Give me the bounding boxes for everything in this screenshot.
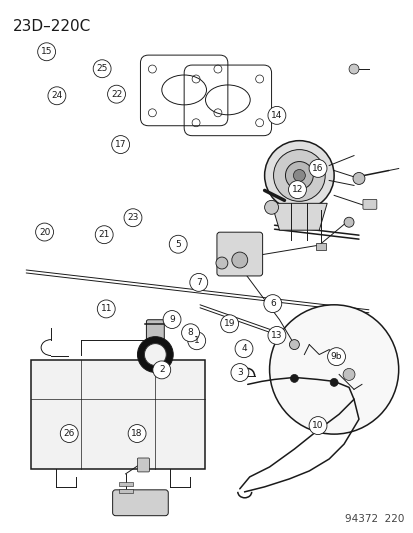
Text: 5: 5 [175,240,180,249]
Circle shape [181,324,199,342]
Circle shape [293,169,305,181]
Circle shape [343,217,353,227]
Text: 23D–220C: 23D–220C [13,19,91,34]
Circle shape [231,252,247,268]
FancyBboxPatch shape [118,482,132,486]
Text: 3: 3 [237,368,242,377]
Circle shape [309,417,326,434]
Text: 15: 15 [41,47,52,56]
Text: 25: 25 [96,64,107,73]
Circle shape [264,200,278,214]
Circle shape [48,87,66,104]
Circle shape [220,315,238,333]
Circle shape [230,364,248,382]
Circle shape [285,161,313,189]
Circle shape [95,226,113,244]
Circle shape [235,340,252,358]
FancyBboxPatch shape [362,199,376,209]
Circle shape [97,300,115,318]
Text: 21: 21 [98,230,109,239]
Text: 17: 17 [115,140,126,149]
Text: 24: 24 [51,91,62,100]
Circle shape [36,223,53,241]
Circle shape [190,273,207,292]
Text: 20: 20 [39,228,50,237]
FancyBboxPatch shape [316,243,325,250]
Text: 9: 9 [169,315,175,324]
Circle shape [107,85,125,103]
Text: 13: 13 [271,331,282,340]
Circle shape [289,340,299,350]
Circle shape [348,64,358,74]
Circle shape [169,235,187,253]
Text: 1: 1 [193,336,199,345]
FancyBboxPatch shape [137,458,149,472]
Circle shape [352,173,364,184]
Text: 22: 22 [111,90,122,99]
Circle shape [38,43,55,61]
FancyBboxPatch shape [31,360,204,469]
Circle shape [152,361,170,379]
Text: 6: 6 [269,299,275,308]
Text: 10: 10 [311,421,323,430]
Circle shape [263,295,281,312]
Circle shape [144,344,166,366]
Text: 8: 8 [187,328,193,337]
FancyBboxPatch shape [112,490,168,516]
Circle shape [309,159,326,177]
Circle shape [137,337,173,373]
Text: 23: 23 [127,213,138,222]
Circle shape [188,332,205,350]
Text: 19: 19 [223,319,235,328]
Circle shape [342,368,354,381]
Text: 12: 12 [291,185,302,194]
Circle shape [112,135,129,154]
Circle shape [269,305,398,434]
Circle shape [273,150,325,201]
Text: 16: 16 [311,164,323,173]
Text: 11: 11 [100,304,112,313]
Text: 18: 18 [131,429,142,438]
Text: 14: 14 [271,111,282,120]
Text: 4: 4 [241,344,246,353]
Polygon shape [271,203,326,230]
Circle shape [290,375,298,382]
Circle shape [124,209,142,227]
Text: 7: 7 [195,278,201,287]
Text: 9b: 9b [330,352,342,361]
Circle shape [216,257,227,269]
FancyBboxPatch shape [216,232,262,276]
Circle shape [128,425,146,442]
FancyBboxPatch shape [146,320,164,342]
Circle shape [264,141,333,211]
Text: 26: 26 [64,429,75,438]
Circle shape [163,311,180,328]
Circle shape [288,181,306,199]
Text: 2: 2 [159,366,164,374]
Circle shape [327,348,344,366]
Circle shape [60,425,78,442]
Circle shape [330,378,337,386]
Circle shape [93,60,111,78]
Text: 94372  220: 94372 220 [344,514,404,523]
Circle shape [267,327,285,344]
FancyBboxPatch shape [118,489,132,493]
Circle shape [267,107,285,124]
